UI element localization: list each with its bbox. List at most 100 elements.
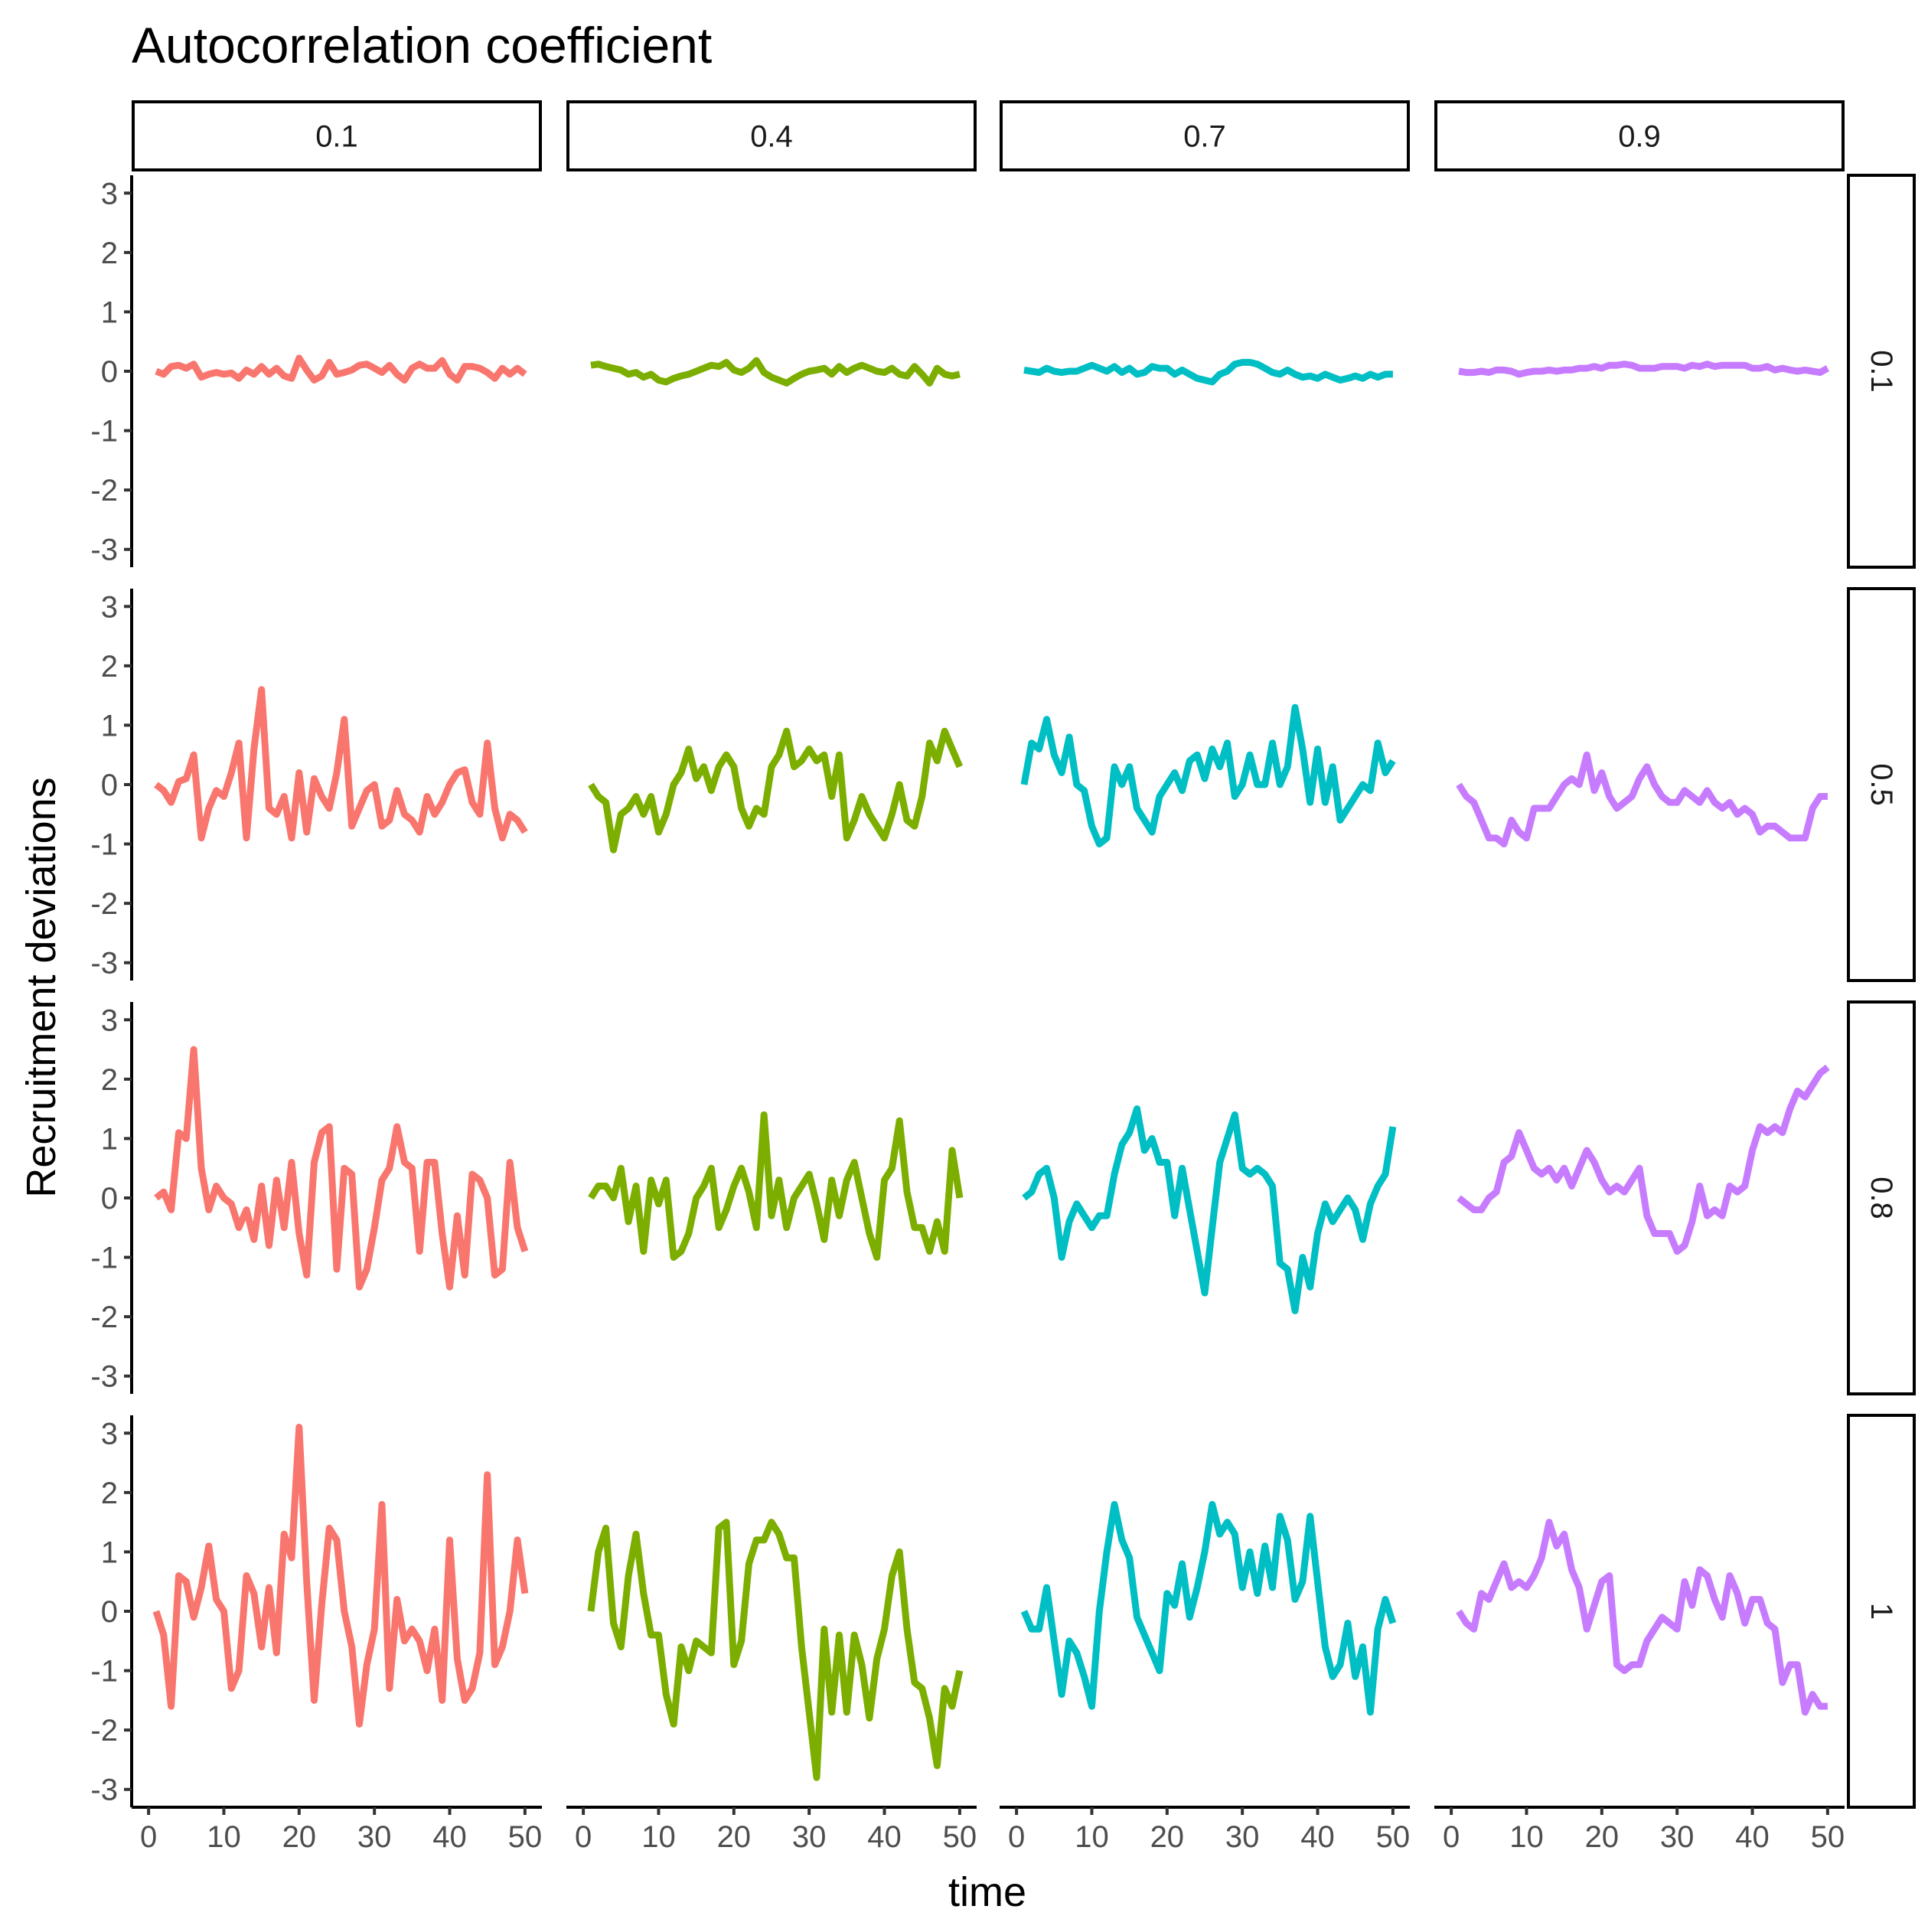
x-tick-label: 40 [867,1820,902,1854]
series-line-row-0.8-col-0.9 [1457,1064,1830,1255]
x-tick-label: 10 [1075,1820,1109,1854]
y-tick-label: -1 [90,828,118,862]
series-line-row-1-col-0.1 [152,1424,529,1728]
y-tick-label: -2 [90,474,118,507]
series-line-row-0.5-col-0.7 [1020,703,1396,848]
x-tick-label: 30 [792,1820,827,1854]
y-tick-label: -1 [90,415,118,449]
y-tick-label: -3 [90,947,118,981]
row-strip-1: 1 [1847,1414,1916,1809]
y-tick-label: 0 [101,1595,118,1629]
row-strip-box [1847,174,1916,569]
series-line-row-0.8-col-0.7 [1022,1105,1397,1314]
column-strip-label: 0.7 [1183,120,1226,154]
x-axis-col-0.4: 0 10 20 30 40 50 [566,1806,977,1854]
row-strip-label: 1 [1864,1603,1898,1620]
y-tick-label: -2 [90,1714,118,1748]
row-strip-box [1847,587,1916,982]
x-tick-label: 40 [432,1820,467,1854]
column-strip-0.4: 0.4 [566,100,977,171]
row-strip-box [1847,1000,1916,1395]
y-tick-label: 1 [101,295,118,329]
x-tick-label: 20 [282,1820,317,1854]
y-tick-label: 0 [101,1182,118,1216]
x-tick-label: 0 [1008,1820,1025,1854]
row-strip-0.5: 0.5 [1847,587,1916,982]
series-line-row-0.8-col-0.1 [154,1046,529,1291]
y-tick-label: 2 [101,237,118,270]
y-tick-label: 3 [101,177,118,210]
y-tick-label: 1 [101,709,118,742]
column-strip-box [1000,100,1410,171]
column-strip-box [1434,100,1845,171]
row-strip-0.1: 0.1 [1847,174,1916,569]
y-tick-label: 1 [101,1122,118,1156]
series-line-row-0.1-col-0.7 [1023,358,1393,386]
y-axis-title: Recruitment deviations [18,777,64,1197]
chart-title: Autocorrelation coefficient [132,17,712,73]
x-tick-label: 10 [641,1820,676,1854]
column-strip-label: 0.4 [750,120,793,154]
x-axis-title: time [948,1869,1026,1915]
row-strip-label: 0.5 [1864,763,1898,806]
x-axis-col-0.7: 0 10 20 30 40 50 [1000,1806,1411,1854]
x-tick-label: 30 [357,1820,392,1854]
x-tick-label: 0 [140,1820,157,1854]
y-tick-label: 0 [101,769,118,802]
series-line-row-1-col-0.7 [1020,1500,1397,1716]
series-line-row-0.5-col-0.9 [1456,751,1828,848]
row-strip-label: 0.1 [1864,350,1898,393]
y-tick-label: -1 [90,1655,118,1689]
y-tick-label: 2 [101,650,118,684]
row-strip-label: 0.8 [1864,1176,1898,1219]
row-strip-0.8: 0.8 [1847,1000,1916,1395]
series-line-row-0.5-col-0.4 [588,727,964,853]
y-tick-label: -1 [90,1242,118,1275]
y-tick-label: 3 [101,1417,118,1451]
x-tick-label: 30 [1660,1820,1695,1854]
y-axis-row-0.1: -3 -2 -1 0 1 2 3 [90,175,133,567]
series-line-row-1-col-0.9 [1456,1519,1828,1716]
column-strip-label: 0.9 [1618,120,1661,154]
x-tick-label: 30 [1225,1820,1260,1854]
plot-layer: 0.1 0.4 0.7 0.9 0.1 0.5 0.8 1 -3 -2 -1 0 1 2 3 -3 -2 -1 0 1… [90,100,1916,1854]
y-axis-row-0.5: -3 -2 -1 0 1 2 3 [90,589,133,981]
x-tick-label: 50 [1376,1820,1411,1854]
row-strip-box [1847,1414,1916,1809]
x-axis-col-0.9: 0 10 20 30 40 50 [1434,1806,1845,1854]
x-tick-label: 0 [1443,1820,1460,1854]
x-tick-label: 50 [508,1820,543,1854]
series-line-row-0.1-col-0.9 [1458,361,1830,378]
series-line-row-1-col-0.4 [587,1519,964,1781]
y-tick-label: -2 [90,887,118,921]
x-tick-label: 20 [1585,1820,1620,1854]
x-tick-label: 10 [207,1820,241,1854]
y-tick-label: -2 [90,1301,118,1334]
x-tick-label: 10 [1509,1820,1544,1854]
column-strip-box [132,100,542,171]
x-tick-label: 40 [1300,1820,1335,1854]
x-tick-label: 50 [1811,1820,1845,1854]
series-line-row-0.5-col-0.1 [154,686,528,842]
y-tick-label: 2 [101,1477,118,1510]
series-line-row-0.1-col-0.4 [590,357,961,387]
x-tick-label: 40 [1735,1820,1770,1854]
y-tick-label: 0 [101,355,118,389]
y-tick-label: 1 [101,1535,118,1569]
column-strip-0.7: 0.7 [1000,100,1410,171]
x-tick-label: 50 [943,1820,977,1854]
y-tick-label: -3 [90,534,118,567]
series-line-row-0.1-col-0.1 [155,354,527,384]
series-line-row-0.8-col-0.4 [588,1111,964,1261]
x-tick-label: 0 [575,1820,592,1854]
x-tick-label: 20 [717,1820,752,1854]
y-axis-row-0.8: -3 -2 -1 0 1 2 3 [90,1002,133,1394]
x-tick-label: 20 [1150,1820,1185,1854]
column-strip-label: 0.1 [315,120,358,154]
x-axis-col-0.1: 0 10 20 30 40 50 [132,1806,543,1854]
column-strip-0.9: 0.9 [1434,100,1845,171]
y-tick-label: 3 [101,1004,118,1037]
